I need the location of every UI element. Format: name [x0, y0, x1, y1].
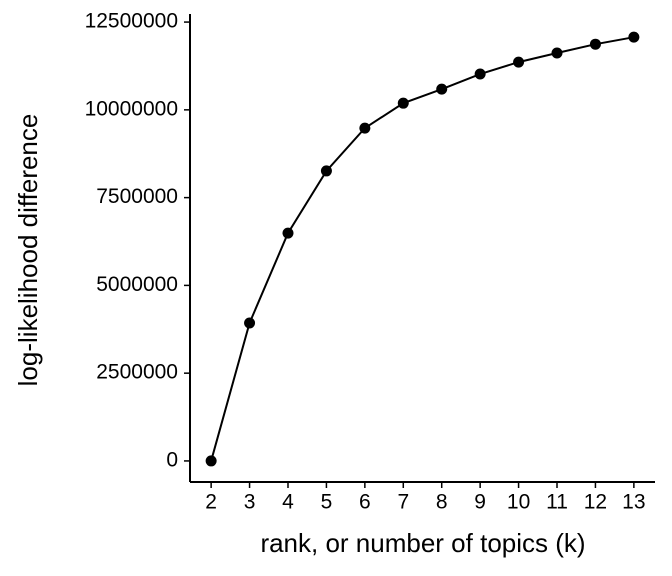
point	[474, 68, 486, 80]
point	[205, 455, 217, 467]
point	[244, 317, 256, 329]
x-tick-label: 4	[282, 491, 294, 514]
point	[397, 97, 409, 109]
line	[210, 36, 635, 462]
x-tick-label: 13	[622, 491, 645, 514]
y-tick-label: 5000000	[96, 273, 178, 296]
x-tick-label: 5	[321, 491, 333, 514]
y-tick-label: 2500000	[96, 361, 178, 384]
point	[282, 227, 294, 239]
x-tick-label: 3	[244, 491, 256, 514]
point	[628, 31, 640, 43]
x-axis-title: rank, or number of topics (k)	[260, 528, 585, 558]
x-tick-label: 10	[507, 491, 530, 514]
x-tick-label: 8	[436, 491, 448, 514]
x-tick-label: 11	[546, 491, 568, 514]
point	[513, 56, 525, 68]
y-tick-label: 12500000	[85, 10, 178, 33]
y-tick-label: 7500000	[96, 185, 178, 208]
x-tick-label: 2	[205, 491, 217, 514]
point	[320, 165, 332, 177]
y-axis-title: log-likelihood difference	[13, 114, 43, 387]
point	[551, 47, 563, 59]
x-tick-label: 12	[584, 491, 607, 514]
point	[589, 38, 601, 50]
x-tick-label: 6	[359, 491, 371, 514]
x-tick-label: 7	[397, 491, 409, 514]
y-tick-label: 10000000	[85, 97, 178, 120]
point	[359, 122, 371, 134]
y-tick-label: 0	[166, 448, 178, 471]
x-tick-label: 9	[474, 491, 486, 514]
point	[436, 83, 448, 95]
